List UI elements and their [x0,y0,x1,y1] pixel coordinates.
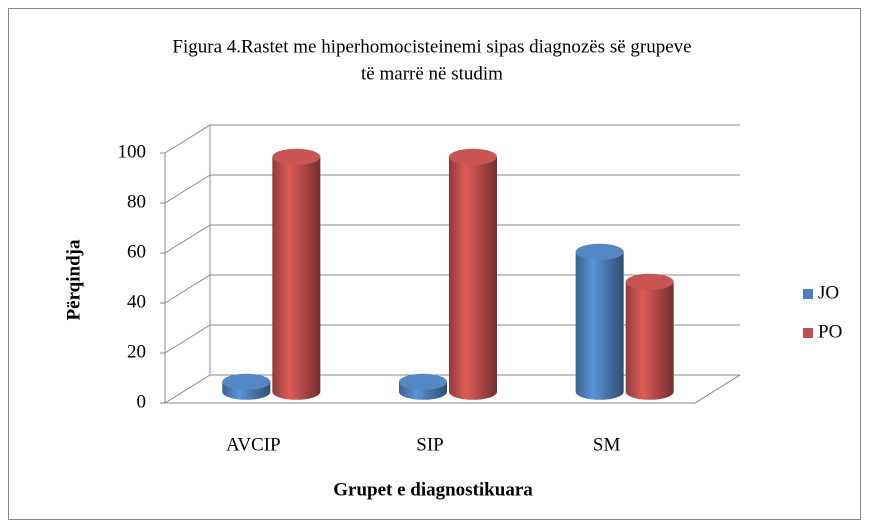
bar-top [222,373,271,390]
y-axis-title: Përqindja [63,239,84,320]
x-tick-label: SIP [416,434,443,455]
bar-top [625,273,674,290]
legend-swatch [803,328,813,338]
bar-top [575,243,624,260]
chart-title: Figura 4.Rastet me hiperhomocisteinemi s… [172,36,691,57]
y-tick-label: 0 [137,391,147,412]
chart-border [8,8,861,520]
bar [449,156,497,400]
x-tick-label: SM [593,434,621,455]
y-tick-label: 20 [127,341,146,362]
y-tick-label: 40 [127,291,146,312]
bar [272,156,321,400]
bar-top [449,148,497,165]
y-tick-label: 80 [127,191,146,212]
floor [165,374,741,404]
bar-top [399,373,447,390]
y-tick-label: 60 [127,241,146,262]
legend-swatch [803,289,813,299]
x-tick-label: AVCIP [226,434,281,455]
grid-line [164,174,740,204]
bar [575,251,624,400]
grid-line [164,274,740,304]
chart-title: të marrë në studim [361,63,503,84]
grid-line [164,224,740,254]
bar [625,281,674,400]
bar-top [272,148,321,165]
grid-line [164,374,740,404]
y-tick-label: 100 [118,141,147,162]
grid-line [164,324,740,354]
legend-label: PO [818,321,842,342]
x-axis-title: Grupet e diagnostikuara [333,479,533,500]
legend-label: JO [818,282,839,303]
grid-line [164,124,740,154]
